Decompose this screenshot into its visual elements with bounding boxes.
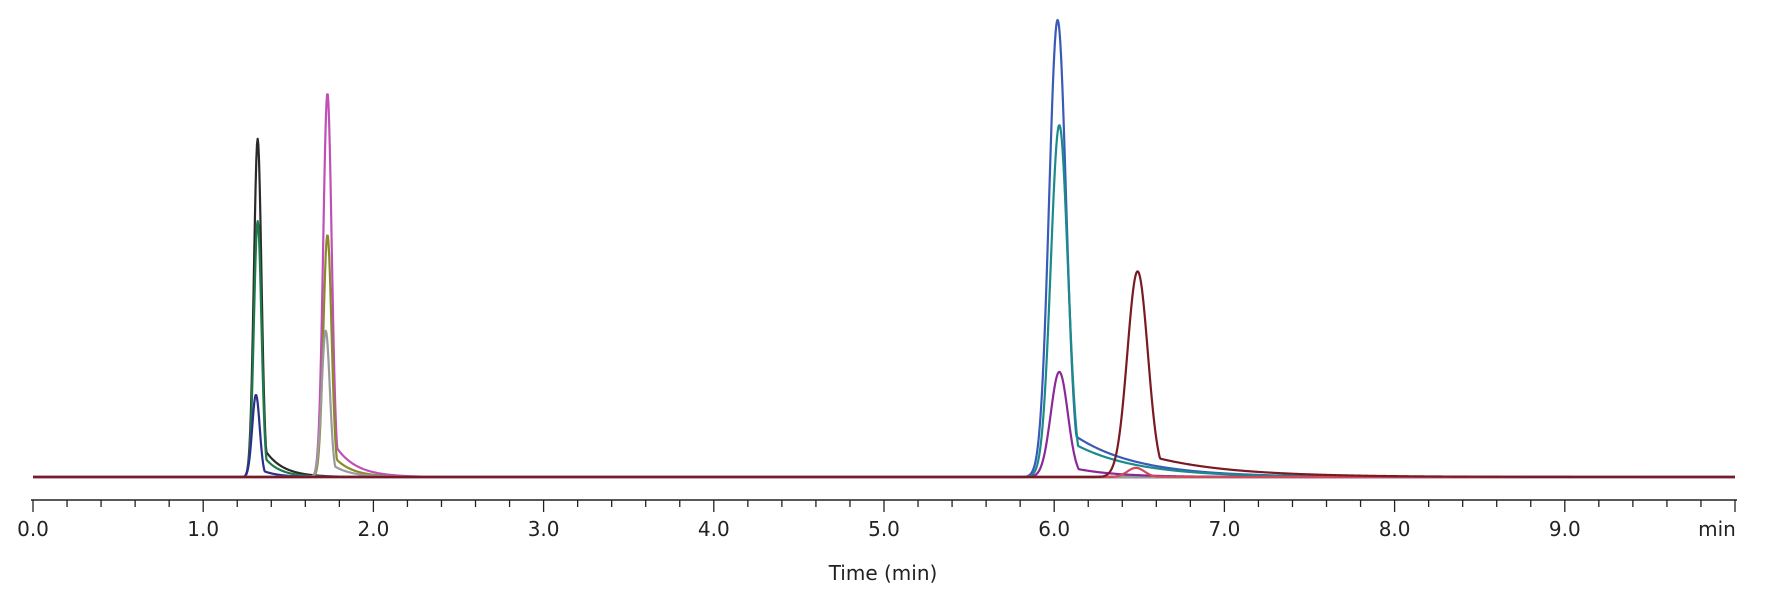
x-tick-label: 3.0	[528, 517, 560, 541]
chromatogram-trace	[32, 18, 1736, 479]
x-tick-label: 1.0	[187, 517, 219, 541]
chromatogram-traces	[32, 18, 1736, 479]
x-tick-label: 4.0	[698, 517, 730, 541]
chromatogram-trace	[32, 270, 1736, 479]
chromatogram-trace	[32, 393, 1736, 479]
chromatogram-trace	[32, 234, 1736, 479]
x-tick-label: 0.0	[17, 517, 49, 541]
x-axis: 0.0 1.0 2.0 3.0 4.0 5.0 6.0 7.0 8.0 9.0	[17, 499, 1737, 541]
x-tick-label: 8.0	[1379, 517, 1411, 541]
chromatogram-trace	[32, 137, 1736, 479]
x-tick-label: 9.0	[1549, 517, 1581, 541]
x-tick-label: 2.0	[357, 517, 389, 541]
chromatogram-trace	[32, 370, 1736, 479]
chromatogram-trace	[32, 329, 1736, 479]
x-axis-unit-label: min	[1698, 517, 1736, 541]
x-tick-label: 5.0	[868, 517, 900, 541]
chromatogram-trace	[32, 93, 1736, 479]
x-tick-label: 7.0	[1208, 517, 1240, 541]
chromatogram-trace	[32, 124, 1736, 479]
chromatogram-trace	[32, 219, 1736, 479]
x-tick-label: 6.0	[1038, 517, 1070, 541]
x-axis-title: Time (min)	[828, 561, 938, 585]
